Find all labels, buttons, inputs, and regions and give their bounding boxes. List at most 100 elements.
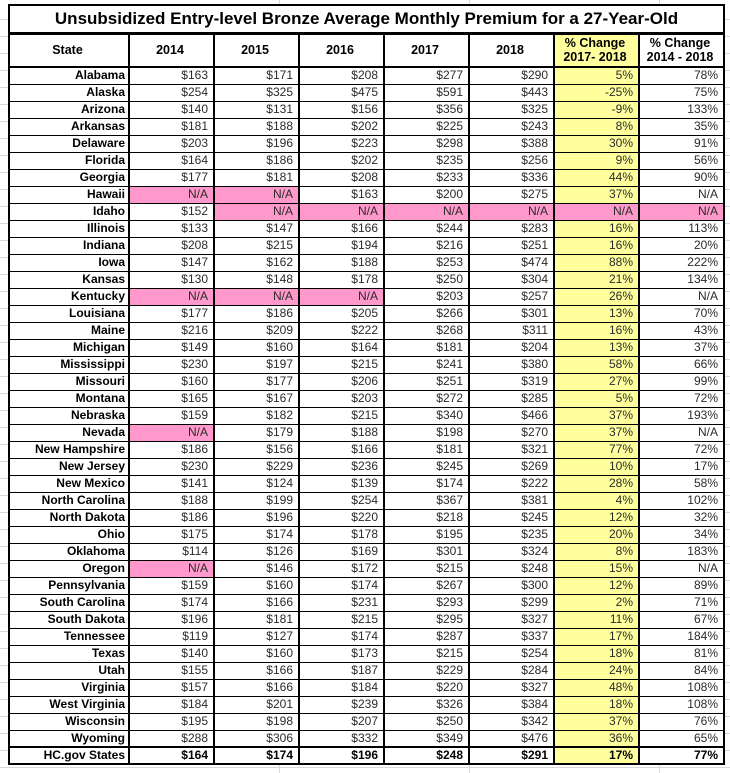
- premium-value-cell: $384: [468, 695, 555, 714]
- premium-value-cell: $160: [213, 338, 300, 357]
- state-cell: North Dakota: [8, 508, 130, 527]
- state-cell: New Hampshire: [8, 440, 130, 459]
- state-cell: New Jersey: [8, 457, 130, 476]
- table-row: South Carolina $174 $166 $231 $293 $299 2% 71%: [8, 593, 725, 612]
- premium-value-cell: $220: [298, 508, 385, 527]
- pct-change-14-18-cell: 134%: [638, 270, 725, 289]
- premium-value-cell: $197: [213, 355, 300, 374]
- state-cell: Kentucky: [8, 287, 130, 306]
- pct-change-17-18-cell: 16%: [553, 321, 640, 340]
- premium-value-cell: $299: [468, 593, 555, 612]
- premium-value-cell: $141: [128, 474, 215, 493]
- premium-value-cell: $172: [298, 559, 385, 578]
- premium-value-cell: $204: [468, 338, 555, 357]
- pct-change-14-18-cell: 76%: [638, 712, 725, 731]
- table-row: Arizona $140 $131 $156 $356 $325 -9% 133%: [8, 100, 725, 119]
- premium-value-cell: $306: [213, 729, 300, 748]
- pct-change-14-18-cell: 17%: [638, 457, 725, 476]
- premium-value-cell: $199: [213, 491, 300, 510]
- pct-change-14-18-cell: 108%: [638, 695, 725, 714]
- table-row: Iowa $147 $162 $188 $253 $474 88% 222%: [8, 253, 725, 272]
- premium-value-cell: $591: [383, 83, 470, 102]
- premium-value-cell: $215: [298, 610, 385, 629]
- premium-value-cell: $140: [128, 100, 215, 119]
- premium-value-cell: $235: [468, 525, 555, 544]
- premium-value-cell: $181: [383, 440, 470, 459]
- state-cell: Kansas: [8, 270, 130, 289]
- premium-value-cell: $178: [298, 525, 385, 544]
- premium-value-cell: $245: [383, 457, 470, 476]
- premium-value-cell: $241: [383, 355, 470, 374]
- premium-value-cell: $174: [213, 525, 300, 544]
- state-cell: South Dakota: [8, 610, 130, 629]
- premium-value-cell: $474: [468, 253, 555, 272]
- pct-change-14-18-cell: 37%: [638, 338, 725, 357]
- premium-value-cell: $201: [213, 695, 300, 714]
- pct-change-14-18-cell: 72%: [638, 389, 725, 408]
- premium-value-cell: $269: [468, 457, 555, 476]
- table-row: Nebraska $159 $182 $215 $340 $466 37% 193%: [8, 406, 725, 425]
- pct-change-17-18-cell: 37%: [553, 712, 640, 731]
- pct-change-14-18-cell: 56%: [638, 151, 725, 170]
- premium-value-cell: $222: [298, 321, 385, 340]
- pct-change-17-18-cell: 13%: [553, 338, 640, 357]
- pct-change-14-18-cell: 102%: [638, 491, 725, 510]
- header-state: State: [8, 32, 130, 68]
- premium-value-cell: $160: [213, 644, 300, 663]
- pct-change-17-18-cell: 77%: [553, 440, 640, 459]
- header-pct-change-2017-2018-line1: % Change: [564, 35, 626, 50]
- pct-change-17-18-cell: 20%: [553, 525, 640, 544]
- premium-value-cell: $179: [213, 423, 300, 442]
- pct-change-14-18-cell: 35%: [638, 117, 725, 136]
- premium-value-cell: $177: [128, 168, 215, 187]
- pct-change-17-18-cell: -25%: [553, 83, 640, 102]
- premium-value-cell: $160: [213, 576, 300, 595]
- state-cell: Oregon: [8, 559, 130, 578]
- header-2016: 2016: [298, 32, 385, 68]
- state-cell: Arizona: [8, 100, 130, 119]
- pct-change-14-18-cell: 133%: [638, 100, 725, 119]
- premium-value-cell: $220: [383, 678, 470, 697]
- premium-value-cell: $195: [128, 712, 215, 731]
- pct-change-17-18-cell: 24%: [553, 661, 640, 680]
- premium-value-cell: $202: [298, 117, 385, 136]
- pct-change-14-18-cell: N/A: [638, 287, 725, 306]
- premium-value-cell: $215: [298, 406, 385, 425]
- premium-value-cell: $202: [298, 151, 385, 170]
- premium-value-cell: $124: [213, 474, 300, 493]
- pct-change-17-18-cell: -9%: [553, 100, 640, 119]
- table-row: Montana $165 $167 $203 $272 $285 5% 72%: [8, 389, 725, 408]
- table-row: Wisconsin $195 $198 $207 $250 $342 37% 76%: [8, 712, 725, 731]
- premium-value-cell: $254: [128, 83, 215, 102]
- header-pct-change-2014-2018-line1: % Change: [649, 35, 711, 50]
- pct-change-14-18-cell: 71%: [638, 593, 725, 612]
- premium-value-cell: $196: [128, 610, 215, 629]
- premium-value-cell: $229: [383, 661, 470, 680]
- premium-value-cell: N/A: [128, 559, 215, 578]
- table-title: Unsubsidized Entry-level Bronze Average …: [8, 4, 725, 35]
- premium-value-cell: $167: [213, 389, 300, 408]
- pct-change-17-18-cell: 10%: [553, 457, 640, 476]
- pct-change-14-18-cell: 78%: [638, 66, 725, 85]
- table-title-row: Unsubsidized Entry-level Bronze Average …: [8, 4, 725, 35]
- premium-value-cell: $275: [468, 185, 555, 204]
- state-cell: New Mexico: [8, 474, 130, 493]
- premium-value-cell: $367: [383, 491, 470, 510]
- premium-value-cell: $188: [298, 253, 385, 272]
- premium-value-cell: $203: [298, 389, 385, 408]
- pct-change-14-18-cell: 43%: [638, 321, 725, 340]
- premium-value-cell: $157: [128, 678, 215, 697]
- pct-change-17-18-cell: 4%: [553, 491, 640, 510]
- premium-value-cell: $270: [468, 423, 555, 442]
- table-row: Texas $140 $160 $173 $215 $254 18% 81%: [8, 644, 725, 663]
- pct-change-17-18-cell: 5%: [553, 389, 640, 408]
- pct-change-14-18-cell: 65%: [638, 729, 725, 748]
- premium-value-cell: $182: [213, 406, 300, 425]
- premium-value-cell: $164: [298, 338, 385, 357]
- premium-value-cell: $148: [213, 270, 300, 289]
- premium-value-cell: $174: [383, 474, 470, 493]
- premium-value-cell: $166: [213, 661, 300, 680]
- premium-value-cell: $188: [128, 491, 215, 510]
- premium-value-cell: $173: [298, 644, 385, 663]
- premium-value-cell: $290: [468, 66, 555, 85]
